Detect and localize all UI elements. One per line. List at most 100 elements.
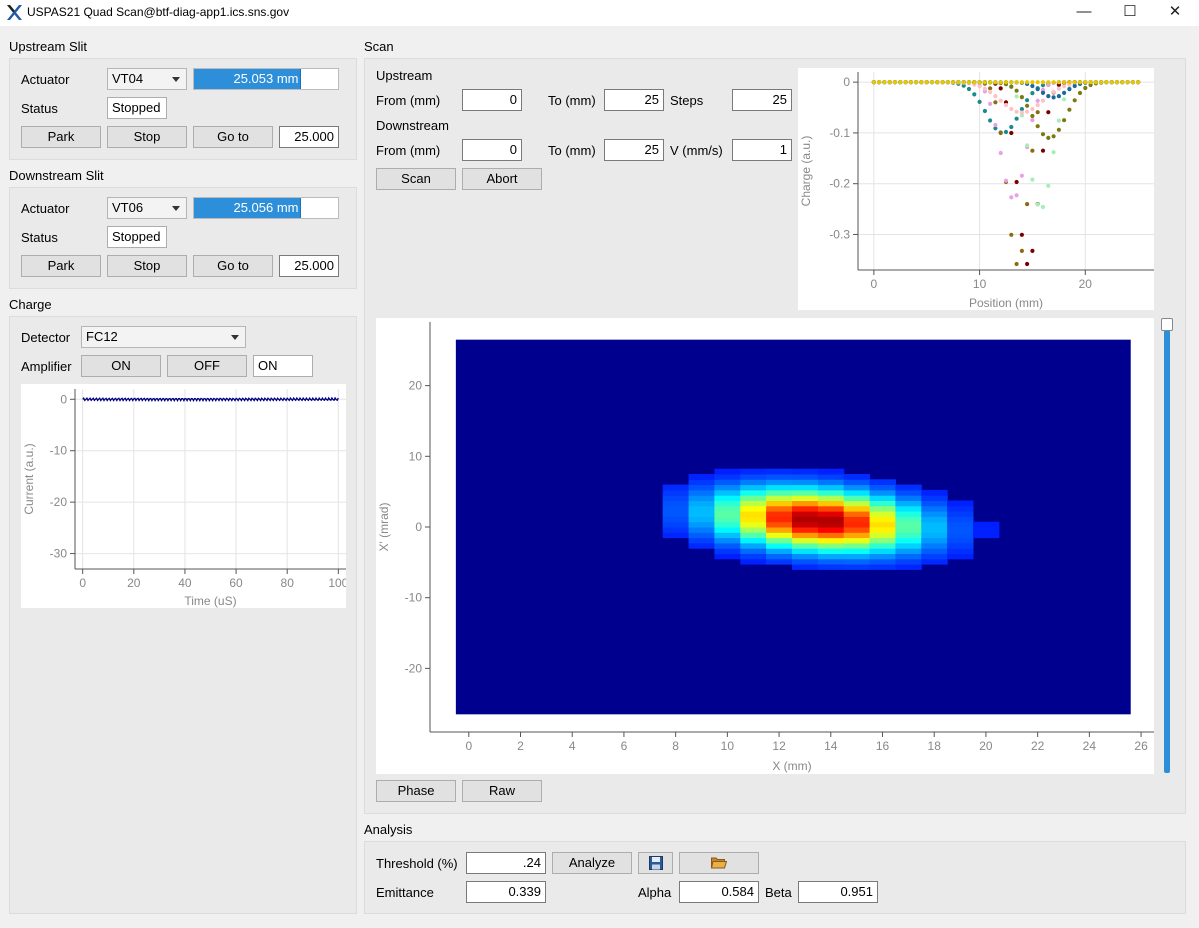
down-to-input[interactable]: 25 xyxy=(604,139,664,161)
heatmap-cell xyxy=(843,484,871,491)
analyze-button[interactable]: Analyze xyxy=(552,852,632,874)
heatmap-cell xyxy=(792,474,819,480)
profile-point xyxy=(1051,80,1056,85)
upstream-stop-button[interactable]: Stop xyxy=(107,126,187,148)
heatmap-cell xyxy=(869,537,896,544)
profile-point xyxy=(929,80,935,85)
heatmap-cell xyxy=(662,511,690,517)
phase-button[interactable]: Phase xyxy=(376,780,456,802)
open-button[interactable] xyxy=(679,852,759,874)
heatmap-cell xyxy=(973,532,1000,539)
upstream-goto-button[interactable]: Go to xyxy=(193,126,273,148)
amplifier-off-button[interactable]: OFF xyxy=(167,355,247,377)
downstream-stop-button[interactable]: Stop xyxy=(107,255,187,277)
upstream-park-button[interactable]: Park xyxy=(21,126,101,148)
heatmap-cell xyxy=(766,505,793,512)
y-tick-label: 0 xyxy=(415,520,422,534)
downstream-goto-button[interactable]: Go to xyxy=(193,255,273,277)
profile-point xyxy=(988,86,993,91)
window-title: USPAS21 Quad Scan@btf-diag-app1.ics.sns.… xyxy=(27,5,290,19)
heatmap-cell xyxy=(817,553,845,560)
heatmap-cell xyxy=(843,500,871,507)
profile-point xyxy=(1056,86,1061,91)
heatmap-cell xyxy=(921,516,948,523)
profile-point xyxy=(1046,135,1051,140)
profile-point xyxy=(993,126,998,131)
upstream-actuator-select[interactable]: VT04 xyxy=(107,68,187,90)
heatmap-cell xyxy=(688,532,715,539)
up-from-input[interactable]: 0 xyxy=(462,89,522,111)
profile-point xyxy=(998,80,1003,85)
downstream-slit-title: Downstream Slit xyxy=(9,168,104,183)
heatmap-cell xyxy=(714,505,741,512)
profile-point xyxy=(1056,118,1061,123)
heatmap-cell xyxy=(817,521,845,528)
profile-point xyxy=(1030,83,1035,89)
profile-point xyxy=(1083,85,1088,91)
downstream-actuator-select[interactable]: VT06 xyxy=(107,197,187,219)
heatmap-cell xyxy=(714,548,741,554)
profile-point xyxy=(1035,103,1040,108)
heatmap-cell xyxy=(817,516,845,523)
heatmap-cell xyxy=(688,521,715,528)
chevron-down-icon xyxy=(172,77,180,82)
profile-point xyxy=(1046,183,1051,188)
heatmap-cell xyxy=(869,484,896,491)
down-from-input[interactable]: 0 xyxy=(462,139,522,161)
threshold-input[interactable]: .24 xyxy=(466,852,546,874)
profile-point xyxy=(1025,103,1030,108)
heatmap-cell xyxy=(766,495,793,501)
profile-point xyxy=(966,80,972,85)
title-bar: USPAS21 Quad Scan@btf-diag-app1.ics.sns.… xyxy=(0,0,1199,26)
up-to-input[interactable]: 25 xyxy=(604,89,664,111)
heatmap-cell xyxy=(817,468,845,475)
heatmap-cell xyxy=(766,527,793,533)
save-button[interactable] xyxy=(638,852,673,874)
heatmap-cell xyxy=(843,542,871,549)
minimize-button[interactable]: — xyxy=(1076,3,1092,20)
threshold-slider[interactable] xyxy=(1164,330,1170,773)
profile-point xyxy=(1051,134,1056,139)
downstream-goto-input[interactable]: 25.000 xyxy=(279,255,339,277)
heatmap-cell xyxy=(792,505,819,512)
profile-point xyxy=(993,80,998,85)
profile-point xyxy=(977,80,982,85)
profile-point xyxy=(1067,80,1072,85)
profile-point xyxy=(1067,107,1072,112)
profile-point xyxy=(1051,150,1056,155)
heatmap-cell xyxy=(921,548,948,554)
scan-button[interactable]: Scan xyxy=(376,168,456,190)
heatmap-cell xyxy=(947,553,974,560)
x-tick-label: 0 xyxy=(79,576,86,590)
x-tick-label: 16 xyxy=(876,739,890,753)
amplifier-on-button[interactable]: ON xyxy=(81,355,161,377)
heatmap-cell xyxy=(766,521,793,528)
heatmap-cell xyxy=(843,479,871,486)
y-tick-label: -20 xyxy=(50,495,68,509)
profile-point xyxy=(1040,98,1046,103)
heatmap-cell xyxy=(714,537,741,544)
analysis-title: Analysis xyxy=(364,822,413,837)
charge-title: Charge xyxy=(9,297,52,312)
maximize-button[interactable]: ☐ xyxy=(1123,3,1137,20)
heatmap-cell xyxy=(714,489,741,496)
heatmap-cell xyxy=(869,479,896,486)
downstream-park-button[interactable]: Park xyxy=(21,255,101,277)
heatmap-cell xyxy=(740,553,767,560)
velocity-input[interactable]: 1 xyxy=(732,139,792,161)
heatmap-cell xyxy=(688,495,715,501)
threshold-slider-handle[interactable] xyxy=(1161,318,1173,331)
heatmap-cell xyxy=(869,489,896,496)
heatmap-cell xyxy=(843,553,871,560)
profile-point xyxy=(871,80,876,85)
upstream-goto-input[interactable]: 25.000 xyxy=(279,126,339,148)
profile-point xyxy=(1030,177,1035,182)
steps-input[interactable]: 25 xyxy=(732,89,792,111)
profile-point xyxy=(1062,97,1067,102)
heatmap-cell xyxy=(740,542,767,549)
abort-button[interactable]: Abort xyxy=(462,168,542,190)
close-button[interactable]: ✕ xyxy=(1168,3,1182,20)
detector-select[interactable]: FC12 xyxy=(81,326,246,348)
profile-point xyxy=(1025,143,1030,148)
raw-button[interactable]: Raw xyxy=(462,780,542,802)
